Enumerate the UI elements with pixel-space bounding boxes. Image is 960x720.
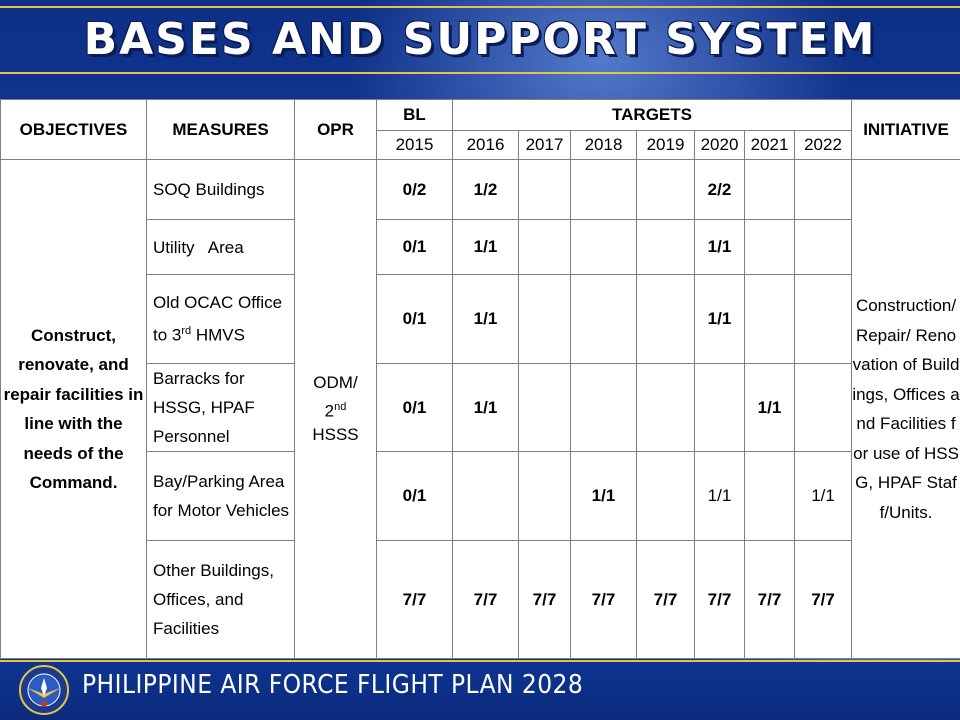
value-cell — [636, 274, 695, 364]
year-2019: 2019 — [636, 130, 695, 160]
value-cell: 7/7 — [793, 540, 853, 659]
value-cell: 0/1 — [376, 363, 453, 452]
opr-num: 2 — [324, 401, 335, 421]
value-cell: 1/1 — [744, 363, 795, 452]
objective-cell: Construct, renovate, and repair faciliti… — [0, 159, 147, 659]
measure-cell: Bay/Parking Area for Motor Vehicles — [146, 451, 295, 541]
value-cell — [636, 159, 695, 220]
opr-cell: ODM/ 2nd HSSS — [294, 159, 377, 659]
value-cell: 1/1 — [452, 363, 519, 452]
year-2021: 2021 — [744, 130, 795, 160]
value-cell — [636, 451, 695, 541]
value-cell — [744, 219, 795, 275]
value-cell: 2/2 — [694, 159, 745, 220]
value-cell — [793, 363, 853, 452]
year-2016: 2016 — [452, 130, 519, 160]
measure-cell: Utility Area — [146, 219, 295, 275]
value-cell — [570, 274, 637, 364]
header-measures: MEASURES — [146, 99, 295, 160]
value-cell — [793, 274, 853, 364]
value-cell: 0/2 — [376, 159, 453, 220]
table-row: Construct, renovate, and repair faciliti… — [0, 159, 960, 659]
value-cell — [570, 363, 637, 452]
footer-title: PHILIPPINE AIR FORCE FLIGHT PLAN 2028 — [82, 670, 584, 700]
value-cell: 7/7 — [694, 540, 745, 659]
targets-table: OBJECTIVES MEASURES OPR BL TARGETS INITI… — [0, 99, 960, 659]
value-cell — [518, 219, 571, 275]
value-cell — [744, 451, 795, 541]
value-cell: 7/7 — [636, 540, 695, 659]
value-cell: 0/1 — [376, 219, 453, 275]
value-cell: 7/7 — [452, 540, 519, 659]
value-cell: 0/1 — [376, 451, 453, 541]
value-cell: 0/1 — [376, 274, 453, 364]
value-cell: 1/1 — [694, 219, 745, 275]
opr-line1: ODM/ — [313, 372, 358, 392]
header-opr: OPR — [294, 99, 377, 160]
table-row: Barracks for HSSG, HPAF Personnel 0/1 1/… — [1, 363, 960, 452]
value-cell — [518, 159, 571, 220]
value-cell: 1/1 — [694, 451, 745, 541]
value-cell: 1/1 — [570, 451, 637, 541]
value-cell — [518, 451, 571, 541]
value-cell — [636, 363, 695, 452]
value-cell: 1/1 — [452, 274, 519, 364]
top-gold-rule — [0, 6, 960, 8]
paf-seal-icon — [19, 665, 69, 715]
opr-line3: HSSS — [312, 425, 359, 445]
measure-cell: Barracks for HSSG, HPAF Personnel — [146, 363, 295, 452]
value-cell: 1/1 — [694, 274, 745, 364]
value-cell — [518, 363, 571, 452]
header-initiative: INITIATIVE — [851, 99, 960, 160]
header-bl: BL — [376, 99, 453, 131]
value-cell — [793, 159, 853, 220]
initiative-cell: Construction/ Repair/ Renovation of Buil… — [851, 159, 960, 659]
opr-sup: nd — [334, 400, 347, 413]
slide-title: BASES AND SUPPORT SYSTEM — [83, 14, 877, 65]
value-cell: 7/7 — [744, 540, 795, 659]
year-2022: 2022 — [793, 130, 853, 160]
value-cell — [518, 274, 571, 364]
value-cell — [694, 363, 745, 452]
value-cell: 1/1 — [452, 219, 519, 275]
table-row: Old OCAC Office to 3rd HMVS 0/1 1/1 1/1 — [1, 274, 960, 364]
measure-text-end: HMVS — [191, 325, 245, 345]
measure-text: Old OCAC Office to 3 — [153, 293, 283, 345]
measure-cell: Old OCAC Office to 3rd HMVS — [146, 274, 295, 364]
value-cell — [452, 451, 519, 541]
value-cell — [793, 219, 853, 275]
value-cell — [744, 159, 795, 220]
value-cell — [636, 219, 695, 275]
footer-bar: PHILIPPINE AIR FORCE FLIGHT PLAN 2028 — [0, 660, 960, 720]
value-cell: 1/1 — [793, 451, 853, 541]
footer-gold-rule — [0, 660, 960, 662]
year-2020: 2020 — [694, 130, 745, 160]
measure-cell: Other Buildings, Offices, and Facilities — [146, 540, 295, 659]
measure-sup: rd — [181, 325, 192, 338]
measure-cell: SOQ Buildings — [146, 159, 295, 220]
year-2017: 2017 — [518, 130, 571, 160]
year-2018: 2018 — [570, 130, 637, 160]
value-cell: 7/7 — [376, 540, 453, 659]
title-gold-rule — [0, 72, 960, 74]
header-targets: TARGETS — [451, 99, 853, 131]
value-cell — [744, 274, 795, 364]
value-cell — [570, 159, 637, 220]
header-objectives: OBJECTIVES — [0, 99, 147, 160]
value-cell: 1/2 — [452, 159, 519, 220]
value-cell — [570, 219, 637, 275]
table-row: Other Buildings, Offices, and Facilities… — [1, 540, 960, 659]
year-2015: 2015 — [376, 130, 453, 160]
table-row: Utility Area 0/1 1/1 1/1 — [1, 219, 960, 275]
value-cell: 7/7 — [518, 540, 571, 659]
value-cell: 7/7 — [570, 540, 637, 659]
